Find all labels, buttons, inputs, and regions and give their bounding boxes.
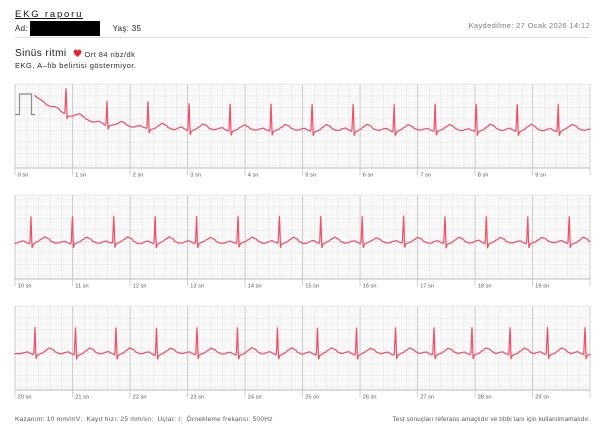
svg-text:0 sn: 0 sn bbox=[18, 172, 29, 178]
svg-text:28 sn: 28 sn bbox=[478, 394, 492, 400]
svg-text:2 sn: 2 sn bbox=[133, 172, 144, 178]
svg-text:15 sn: 15 sn bbox=[305, 283, 319, 289]
svg-text:20 sn: 20 sn bbox=[18, 394, 32, 400]
svg-text:11 sn: 11 sn bbox=[75, 283, 88, 289]
svg-text:22 sn: 22 sn bbox=[133, 394, 147, 400]
svg-text:29 sn: 29 sn bbox=[535, 394, 549, 400]
svg-text:26 sn: 26 sn bbox=[363, 394, 377, 400]
svg-text:4 sn: 4 sn bbox=[248, 172, 259, 178]
svg-text:16 sn: 16 sn bbox=[363, 283, 377, 289]
svg-text:21 sn: 21 sn bbox=[75, 394, 89, 400]
svg-text:19 sn: 19 sn bbox=[535, 283, 549, 289]
svg-text:6 sn: 6 sn bbox=[363, 172, 374, 178]
svg-text:18 sn: 18 sn bbox=[478, 283, 492, 289]
svg-text:5 sn: 5 sn bbox=[305, 172, 316, 178]
svg-text:8 sn: 8 sn bbox=[478, 172, 489, 178]
svg-text:14 sn: 14 sn bbox=[248, 283, 262, 289]
svg-text:17 sn: 17 sn bbox=[420, 283, 434, 289]
svg-text:27 sn: 27 sn bbox=[420, 394, 434, 400]
svg-text:12 sn: 12 sn bbox=[133, 283, 147, 289]
svg-text:7 sn: 7 sn bbox=[420, 172, 431, 178]
svg-text:10 sn: 10 sn bbox=[18, 283, 32, 289]
svg-text:1 sn: 1 sn bbox=[75, 172, 86, 178]
svg-text:25 sn: 25 sn bbox=[305, 394, 319, 400]
svg-text:24 sn: 24 sn bbox=[248, 394, 262, 400]
svg-text:23 sn: 23 sn bbox=[190, 394, 204, 400]
svg-text:13 sn: 13 sn bbox=[190, 283, 204, 289]
svg-text:3 sn: 3 sn bbox=[190, 172, 201, 178]
svg-text:9 sn: 9 sn bbox=[535, 172, 546, 178]
